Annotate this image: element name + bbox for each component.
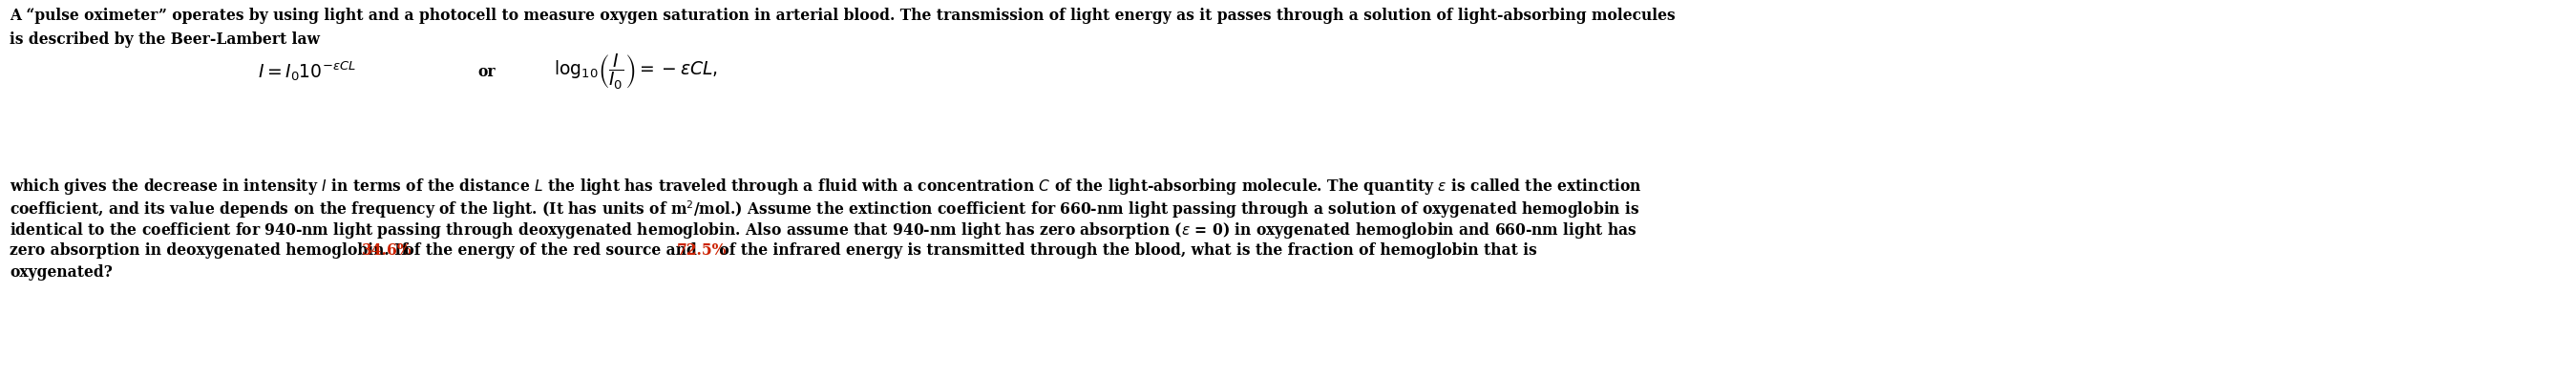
- Text: or: or: [477, 64, 495, 80]
- Text: zero absorption in deoxygenated hemoglobin. If: zero absorption in deoxygenated hemoglob…: [10, 243, 412, 259]
- Text: 72.5%: 72.5%: [677, 243, 726, 259]
- Text: 34.6%: 34.6%: [361, 243, 412, 259]
- Text: is described by the Beer-Lambert law: is described by the Beer-Lambert law: [10, 32, 319, 48]
- Text: of the infrared energy is transmitted through the blood, what is the fraction of: of the infrared energy is transmitted th…: [714, 243, 1538, 259]
- Text: A “pulse oximeter” operates by using light and a photocell to measure oxygen sat: A “pulse oximeter” operates by using lig…: [10, 8, 1674, 24]
- Text: which gives the decrease in intensity $I$ in terms of the distance $L$ the light: which gives the decrease in intensity $I…: [10, 177, 1641, 197]
- Text: coefficient, and its value depends on the frequency of the light. (It has units : coefficient, and its value depends on th…: [10, 199, 1641, 220]
- Text: of the energy of the red source and: of the energy of the red source and: [399, 243, 703, 259]
- Text: $I = I_0 10^{-\varepsilon CL}$: $I = I_0 10^{-\varepsilon CL}$: [258, 60, 355, 83]
- Text: oxygenated?: oxygenated?: [10, 264, 113, 280]
- Text: $\log_{10}\!\left(\dfrac{I}{I_0}\right) = -\varepsilon CL,$: $\log_{10}\!\left(\dfrac{I}{I_0}\right) …: [554, 52, 719, 91]
- Text: identical to the coefficient for 940-nm light passing through deoxygenated hemog: identical to the coefficient for 940-nm …: [10, 220, 1636, 241]
